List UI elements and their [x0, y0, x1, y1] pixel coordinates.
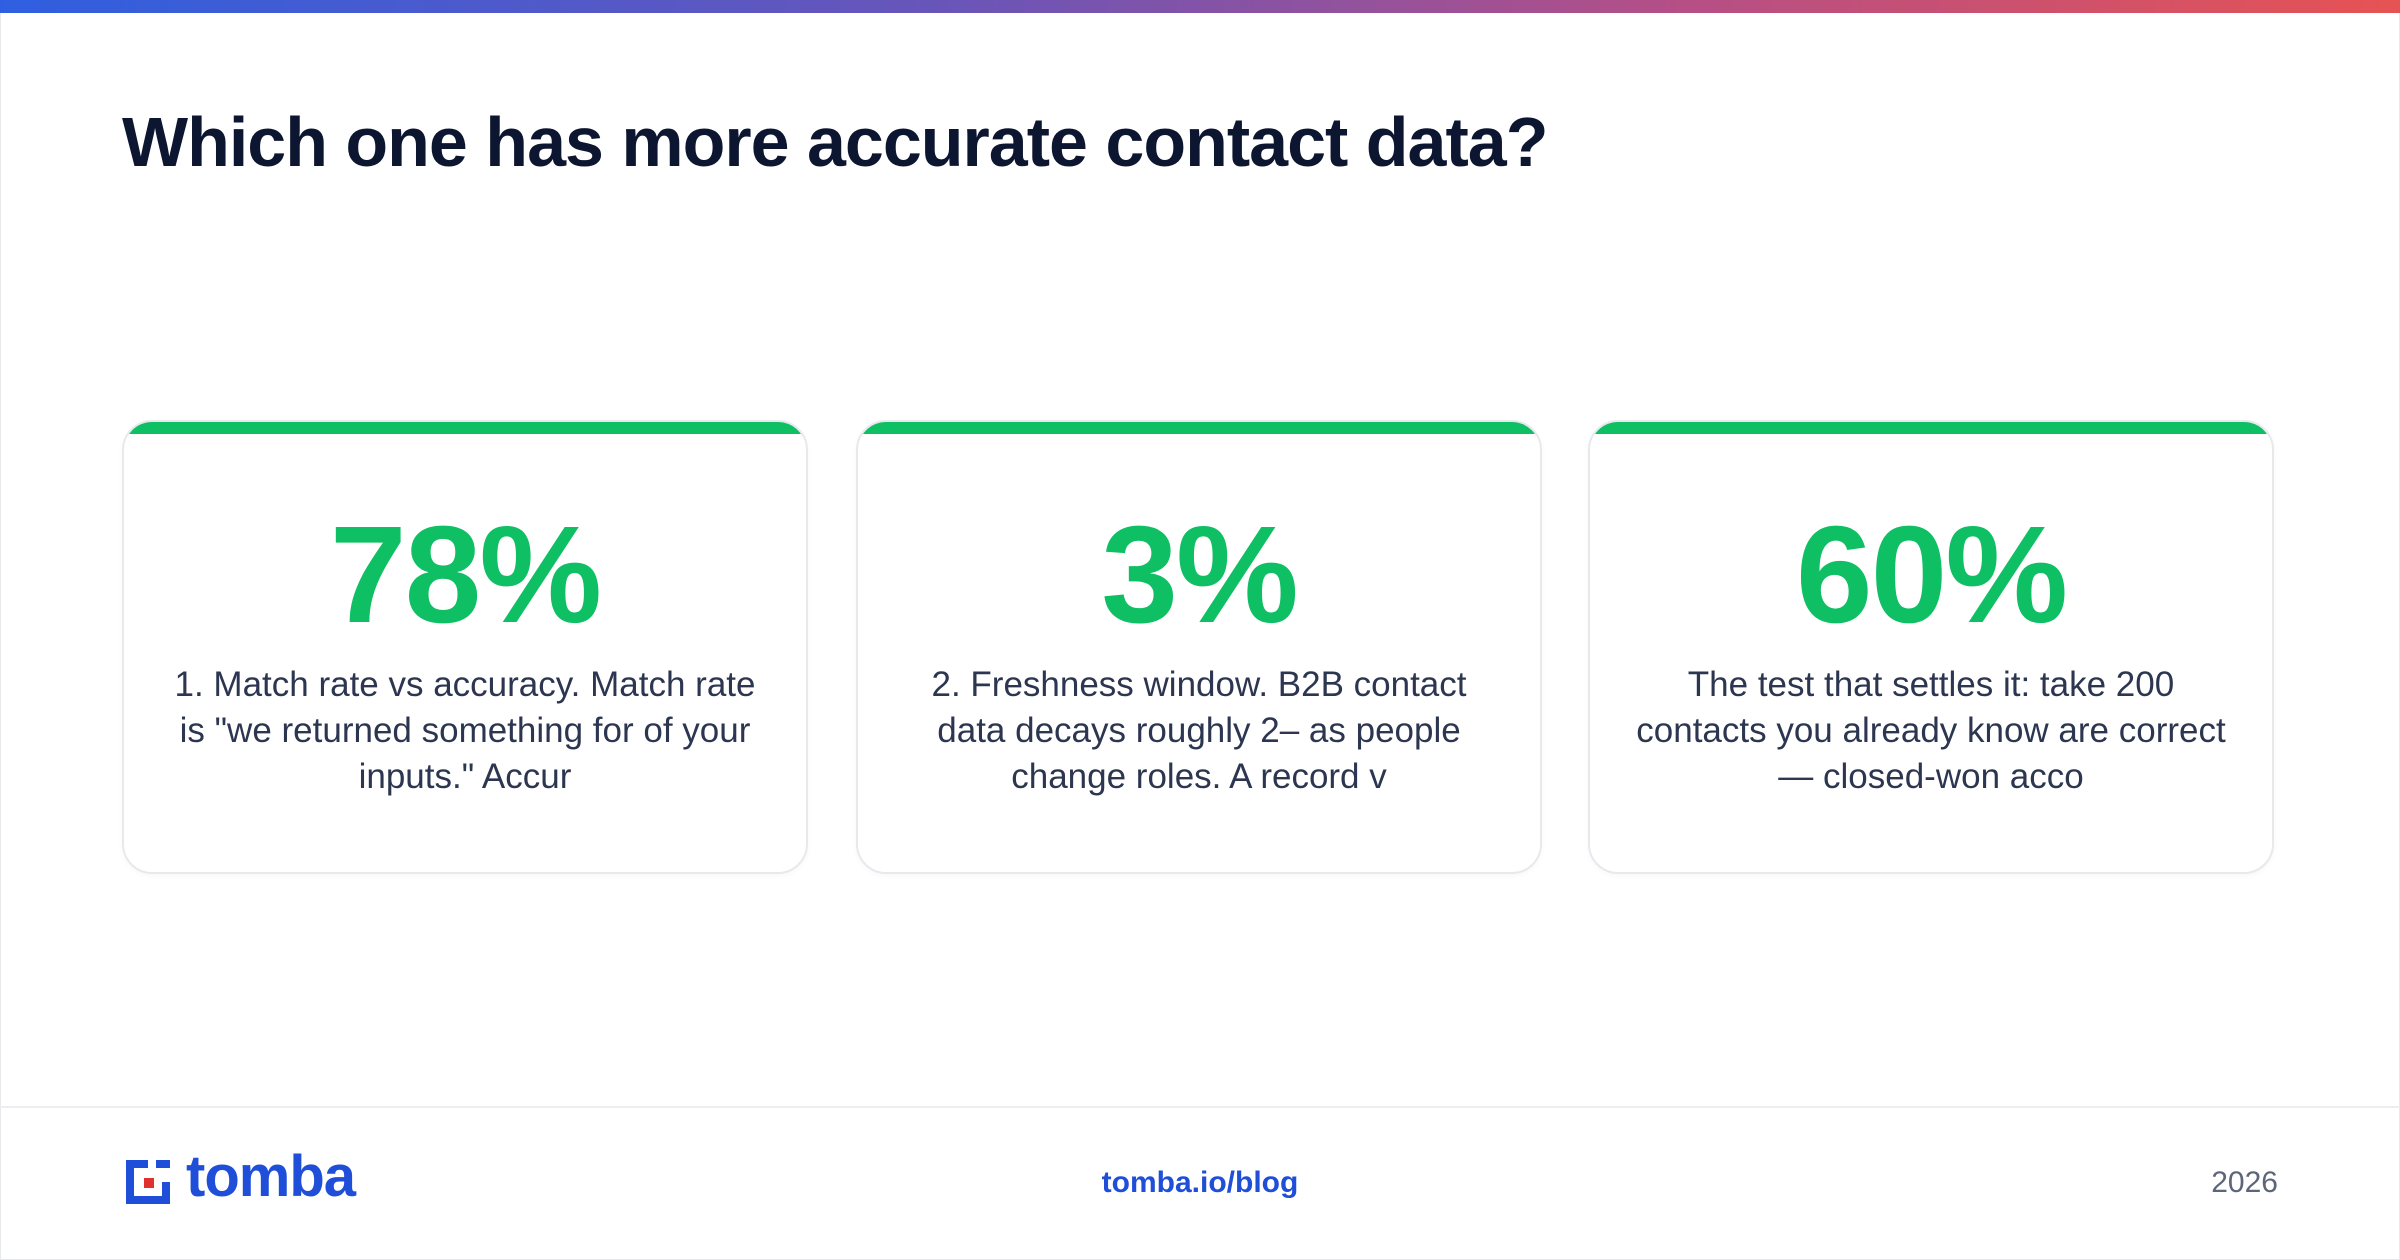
page-title: Which one has more accurate contact data… [122, 103, 1548, 181]
stat-value: 3% [1101, 498, 1298, 652]
footer-divider [0, 1106, 2400, 1108]
tomba-mark-icon [126, 1160, 170, 1204]
stat-description: 1. Match rate vs accuracy. Match rate is… [174, 665, 756, 796]
blog-link[interactable]: tomba.io/blog [1101, 1166, 1299, 1199]
stat-card-3: 60% The test that settles it: take 200 c… [1588, 420, 2274, 874]
stat-card-1: 78% 1. Match rate vs accuracy. Match rat… [122, 420, 808, 874]
stat-value: 60% [1795, 498, 2068, 652]
brand-wordmark: tomba [186, 1144, 356, 1209]
top-gradient-bar [0, 0, 2400, 13]
stat-card-2: 3% 2. Freshness window. B2B contact data… [856, 420, 1542, 874]
stat-description: The test that settles it: take 200 conta… [1636, 665, 2226, 796]
stat-value: 78% [329, 498, 602, 652]
year-label: 2026 [2211, 1166, 2278, 1199]
stat-description: 2. Freshness window. B2B contact data de… [931, 665, 1467, 796]
